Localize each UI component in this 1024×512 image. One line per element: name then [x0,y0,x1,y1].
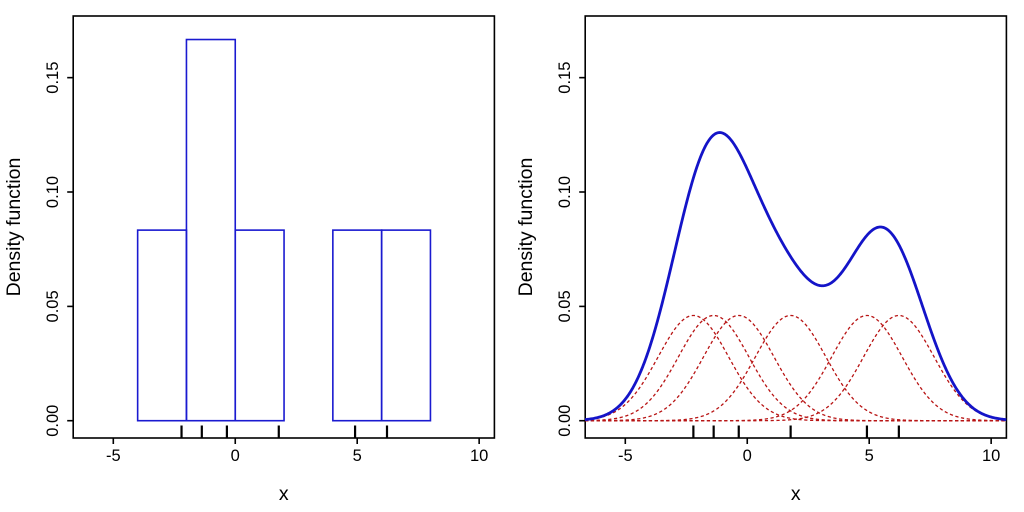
svg-text:0: 0 [231,447,240,465]
svg-text:10: 10 [470,447,488,465]
svg-text:0.00: 0.00 [556,405,574,437]
svg-text:0.00: 0.00 [44,405,62,437]
svg-text:5: 5 [353,447,362,465]
svg-text:0.15: 0.15 [556,62,574,94]
svg-text:Density function: Density function [515,158,537,297]
svg-text:10: 10 [982,447,1000,465]
svg-text:0.10: 0.10 [556,176,574,208]
svg-text:x: x [791,483,801,505]
svg-text:0.10: 0.10 [44,176,62,208]
svg-text:0: 0 [743,447,752,465]
svg-text:-5: -5 [106,447,121,465]
svg-text:x: x [279,483,289,505]
svg-text:-5: -5 [618,447,633,465]
svg-text:0.15: 0.15 [44,62,62,94]
svg-text:0.05: 0.05 [44,290,62,322]
svg-text:0.05: 0.05 [556,290,574,322]
svg-text:5: 5 [865,447,874,465]
svg-text:Density function: Density function [3,158,25,297]
